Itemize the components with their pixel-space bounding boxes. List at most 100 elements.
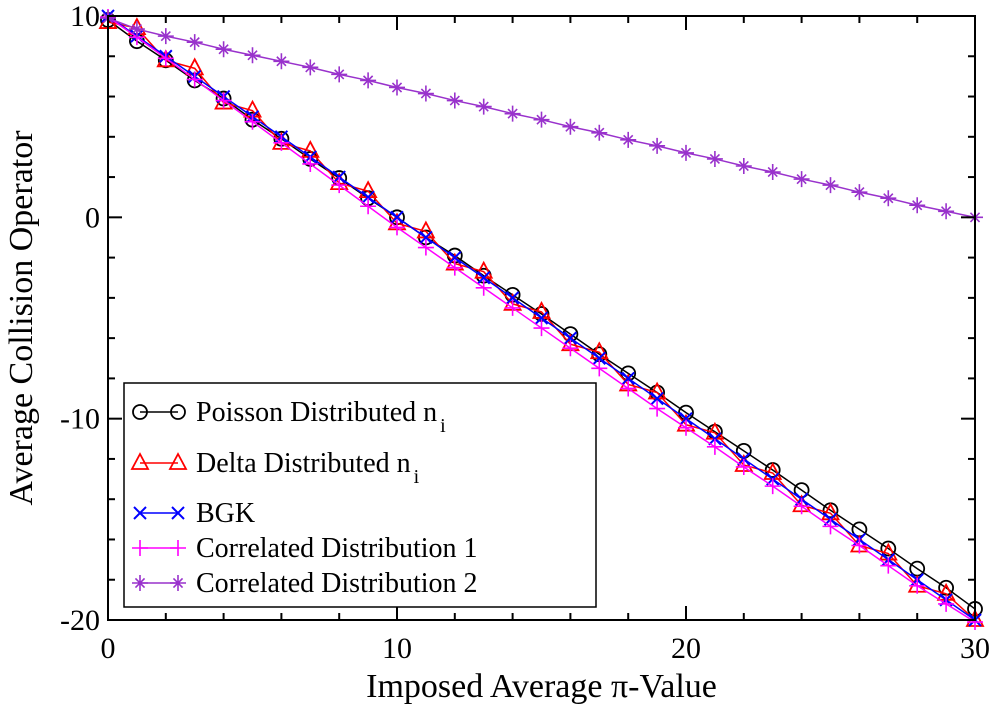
data-point: [735, 458, 752, 475]
x-axis-title: Imposed Average π-Value: [366, 668, 717, 705]
data-point: [909, 197, 926, 214]
data-point: [533, 111, 550, 128]
data-point: [475, 98, 492, 115]
y-axis-title: Average Collision Operator: [3, 130, 40, 506]
data-point: [822, 518, 839, 535]
data-point: [331, 177, 348, 194]
data-point: [446, 259, 463, 276]
legend-label-subscript: i: [440, 415, 446, 437]
legend-marker: [171, 506, 185, 520]
data-point: [215, 92, 232, 109]
data-point: [620, 380, 637, 397]
data-point: [157, 50, 174, 67]
data-point: [737, 452, 751, 466]
legend-marker: [132, 540, 148, 556]
data-point: [331, 66, 348, 83]
data-point: [417, 239, 434, 256]
data-point: [475, 279, 492, 296]
data-point: [244, 113, 261, 130]
data-point: [417, 85, 434, 102]
data-point: [186, 34, 203, 51]
data-point: [620, 131, 637, 148]
data-point: [563, 331, 578, 345]
legend-entry: Correlated Distribution 1: [132, 533, 478, 564]
legend-label-subscript: i: [414, 466, 420, 488]
data-point: [448, 250, 462, 265]
data-point: [678, 144, 694, 161]
legend-entry: Correlated Distribution 2: [132, 568, 478, 599]
data-point: [591, 124, 608, 141]
legend-marker: [170, 404, 186, 420]
data-point: [186, 71, 203, 88]
data-point: [534, 311, 549, 325]
legend-entry: BGK: [133, 498, 255, 529]
legend-label: BGK: [196, 498, 255, 529]
data-point: [793, 498, 810, 515]
data-point: [504, 299, 521, 316]
data-point: [505, 291, 520, 305]
data-point: [764, 478, 781, 495]
data-point: [332, 170, 346, 184]
data-point: [706, 150, 723, 167]
x-tick-label: 10: [382, 632, 412, 665]
data-point: [562, 118, 579, 135]
data-point: [851, 184, 868, 201]
y-tick-label: -20: [60, 604, 100, 637]
data-point: [708, 432, 722, 446]
legend-marker: [170, 540, 186, 556]
legend-box: [123, 382, 597, 608]
data-point: [533, 320, 550, 337]
data-point: [880, 540, 897, 557]
data-point: [764, 164, 781, 181]
legend-label: Correlated Distribution 2: [196, 568, 478, 599]
data-point: [390, 210, 404, 225]
data-point: [157, 28, 174, 45]
data-point: [389, 79, 405, 96]
data-point: [244, 47, 261, 64]
series-4: [100, 10, 983, 226]
series-3: [100, 9, 983, 631]
data-point: [592, 351, 607, 365]
legend-marker: [170, 575, 186, 591]
y-tick-label: 10: [70, 0, 100, 33]
data-point: [360, 72, 377, 89]
legend-label: Correlated Distribution 1: [196, 533, 478, 564]
data-point: [649, 400, 666, 417]
data-point: [706, 438, 723, 455]
legend-marker: [132, 575, 148, 591]
data-point: [128, 21, 145, 38]
data-point: [621, 371, 635, 386]
data-point: [880, 557, 897, 574]
data-point: [938, 595, 955, 612]
x-tick-label: 0: [101, 632, 116, 665]
data-point: [909, 577, 926, 594]
data-point: [650, 391, 664, 406]
data-point: [678, 419, 694, 436]
data-point: [476, 271, 491, 285]
data-point: [361, 190, 375, 204]
legend-marker: [133, 506, 147, 520]
data-point: [679, 411, 693, 426]
data-point: [302, 155, 319, 172]
data-point: [446, 92, 463, 109]
data-point: [851, 537, 868, 554]
data-point: [591, 360, 608, 377]
plot-frame: [107, 15, 976, 621]
data-point: [880, 190, 897, 207]
data-point: [302, 59, 319, 76]
y-tick-label: 0: [85, 201, 100, 234]
data-point: [360, 198, 377, 215]
legend-marker: [130, 452, 150, 470]
x-tick-label: 30: [960, 632, 990, 665]
data-point: [419, 230, 433, 245]
data-point: [273, 134, 290, 151]
series-layer: [98, 9, 985, 631]
legend-marker: [132, 404, 148, 420]
y-tick-label: -10: [60, 403, 100, 436]
data-point: [562, 340, 579, 357]
data-point: [649, 137, 666, 154]
series-line: [107, 21, 976, 621]
x-tick-label: 20: [671, 632, 701, 665]
data-point: [735, 157, 752, 174]
